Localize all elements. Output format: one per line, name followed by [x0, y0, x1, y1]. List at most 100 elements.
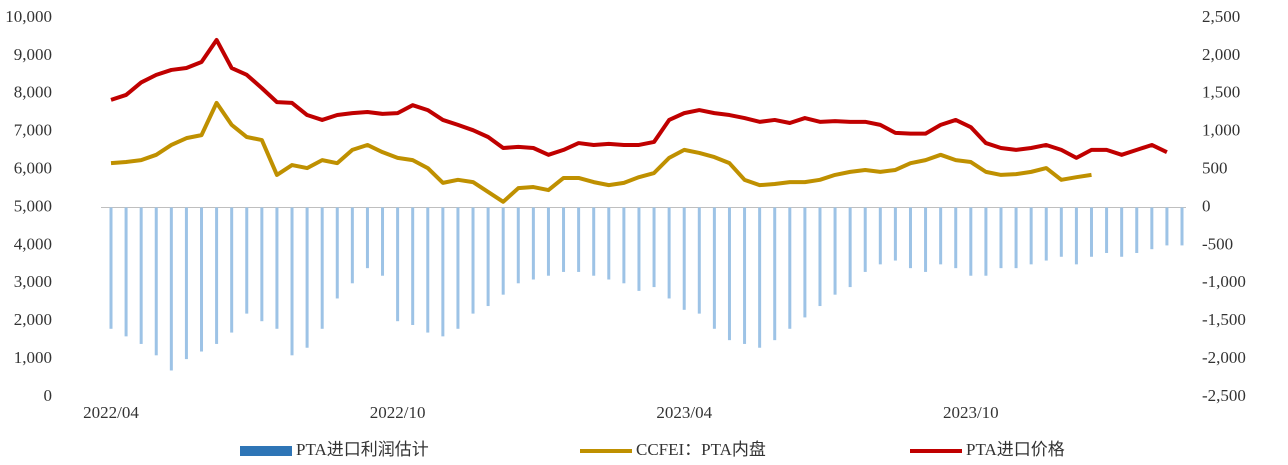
bar [893, 207, 897, 261]
bar [516, 207, 520, 284]
y-tick-label: 5,000 [14, 196, 52, 215]
x-tick-label: 2022/10 [370, 403, 426, 422]
bar [924, 207, 928, 272]
bar [984, 207, 988, 276]
bar [1089, 207, 1093, 257]
bar [441, 207, 445, 337]
y2-tick-label: 500 [1202, 159, 1228, 178]
bar [320, 207, 324, 329]
legend-label: CCFEI：PTA内盘 [636, 440, 766, 459]
bar [411, 207, 415, 325]
y-tick-label: 3,000 [14, 272, 52, 291]
bar [290, 207, 294, 356]
bar [833, 207, 837, 295]
bar [396, 207, 400, 322]
bar [803, 207, 807, 318]
y-tick-label: 4,000 [14, 234, 52, 253]
bar [908, 207, 912, 269]
bar [109, 207, 113, 329]
y2-tick-label: -2,000 [1202, 348, 1246, 367]
bar [350, 207, 354, 284]
bar [773, 207, 777, 341]
bar [1165, 207, 1169, 246]
y2-tick-label: -1,000 [1202, 272, 1246, 291]
y2-tick-label: 2,500 [1202, 7, 1240, 26]
y2-tick-label: -500 [1202, 234, 1233, 253]
bar [546, 207, 550, 276]
bar [607, 207, 611, 280]
bar [456, 207, 460, 329]
bar [124, 207, 128, 337]
bar [954, 207, 958, 269]
bar [1120, 207, 1124, 257]
y-tick-label: 9,000 [14, 45, 52, 64]
bar [230, 207, 234, 333]
x-tick-label: 2022/04 [83, 403, 139, 422]
bar [667, 207, 671, 299]
y-tick-label: 10,000 [5, 7, 52, 26]
legend-swatch [240, 446, 292, 456]
bar [1044, 207, 1048, 261]
bar [275, 207, 279, 329]
legend-label: PTA进口价格 [966, 440, 1065, 459]
bar [1014, 207, 1018, 269]
y2-tick-label: 2,000 [1202, 45, 1240, 64]
bar [697, 207, 701, 314]
bar [818, 207, 822, 307]
bar [305, 207, 309, 348]
bar [335, 207, 339, 299]
bar [999, 207, 1003, 269]
bar [154, 207, 158, 356]
bar [1135, 207, 1139, 253]
line [110, 100, 1092, 204]
bar [969, 207, 973, 276]
bar [426, 207, 430, 333]
bar [501, 207, 505, 295]
bar [1059, 207, 1063, 257]
y-tick-label: 2,000 [14, 310, 52, 329]
line [110, 37, 1168, 160]
y-tick-label: 1,000 [14, 348, 52, 367]
bar [592, 207, 596, 276]
bar [1074, 207, 1078, 265]
y-tick-label: 7,000 [14, 121, 52, 140]
y-tick-label: 6,000 [14, 159, 52, 178]
bar [1150, 207, 1154, 250]
y2-tick-label: 1,500 [1202, 83, 1240, 102]
bar [471, 207, 475, 314]
bar [863, 207, 867, 272]
y2-tick-label: -2,500 [1202, 386, 1246, 405]
y2-tick-label: 1,000 [1202, 121, 1240, 140]
bar [486, 207, 490, 307]
bar [1180, 207, 1184, 246]
bar [758, 207, 762, 348]
bar [848, 207, 852, 288]
bar [365, 207, 369, 269]
bar [712, 207, 716, 329]
bar [652, 207, 656, 288]
bar [531, 207, 535, 280]
bar [381, 207, 385, 276]
y-tick-label: 0 [44, 386, 53, 405]
y2-tick-label: 0 [1202, 196, 1211, 215]
bar [1105, 207, 1109, 253]
bar [260, 207, 264, 322]
bar [562, 207, 566, 272]
bar [622, 207, 626, 284]
y2-tick-label: -1,500 [1202, 310, 1246, 329]
x-tick-label: 2023/10 [943, 403, 999, 422]
bar [184, 207, 188, 360]
bar [727, 207, 731, 341]
bar [139, 207, 143, 344]
bar [788, 207, 792, 329]
legend-label: PTA进口利润估计 [296, 440, 429, 459]
bar [878, 207, 882, 265]
bar [245, 207, 249, 314]
bar [743, 207, 747, 344]
bar [637, 207, 641, 291]
bar [215, 207, 219, 344]
bar [200, 207, 204, 352]
x-tick-label: 2023/04 [656, 403, 712, 422]
bar [169, 207, 173, 371]
